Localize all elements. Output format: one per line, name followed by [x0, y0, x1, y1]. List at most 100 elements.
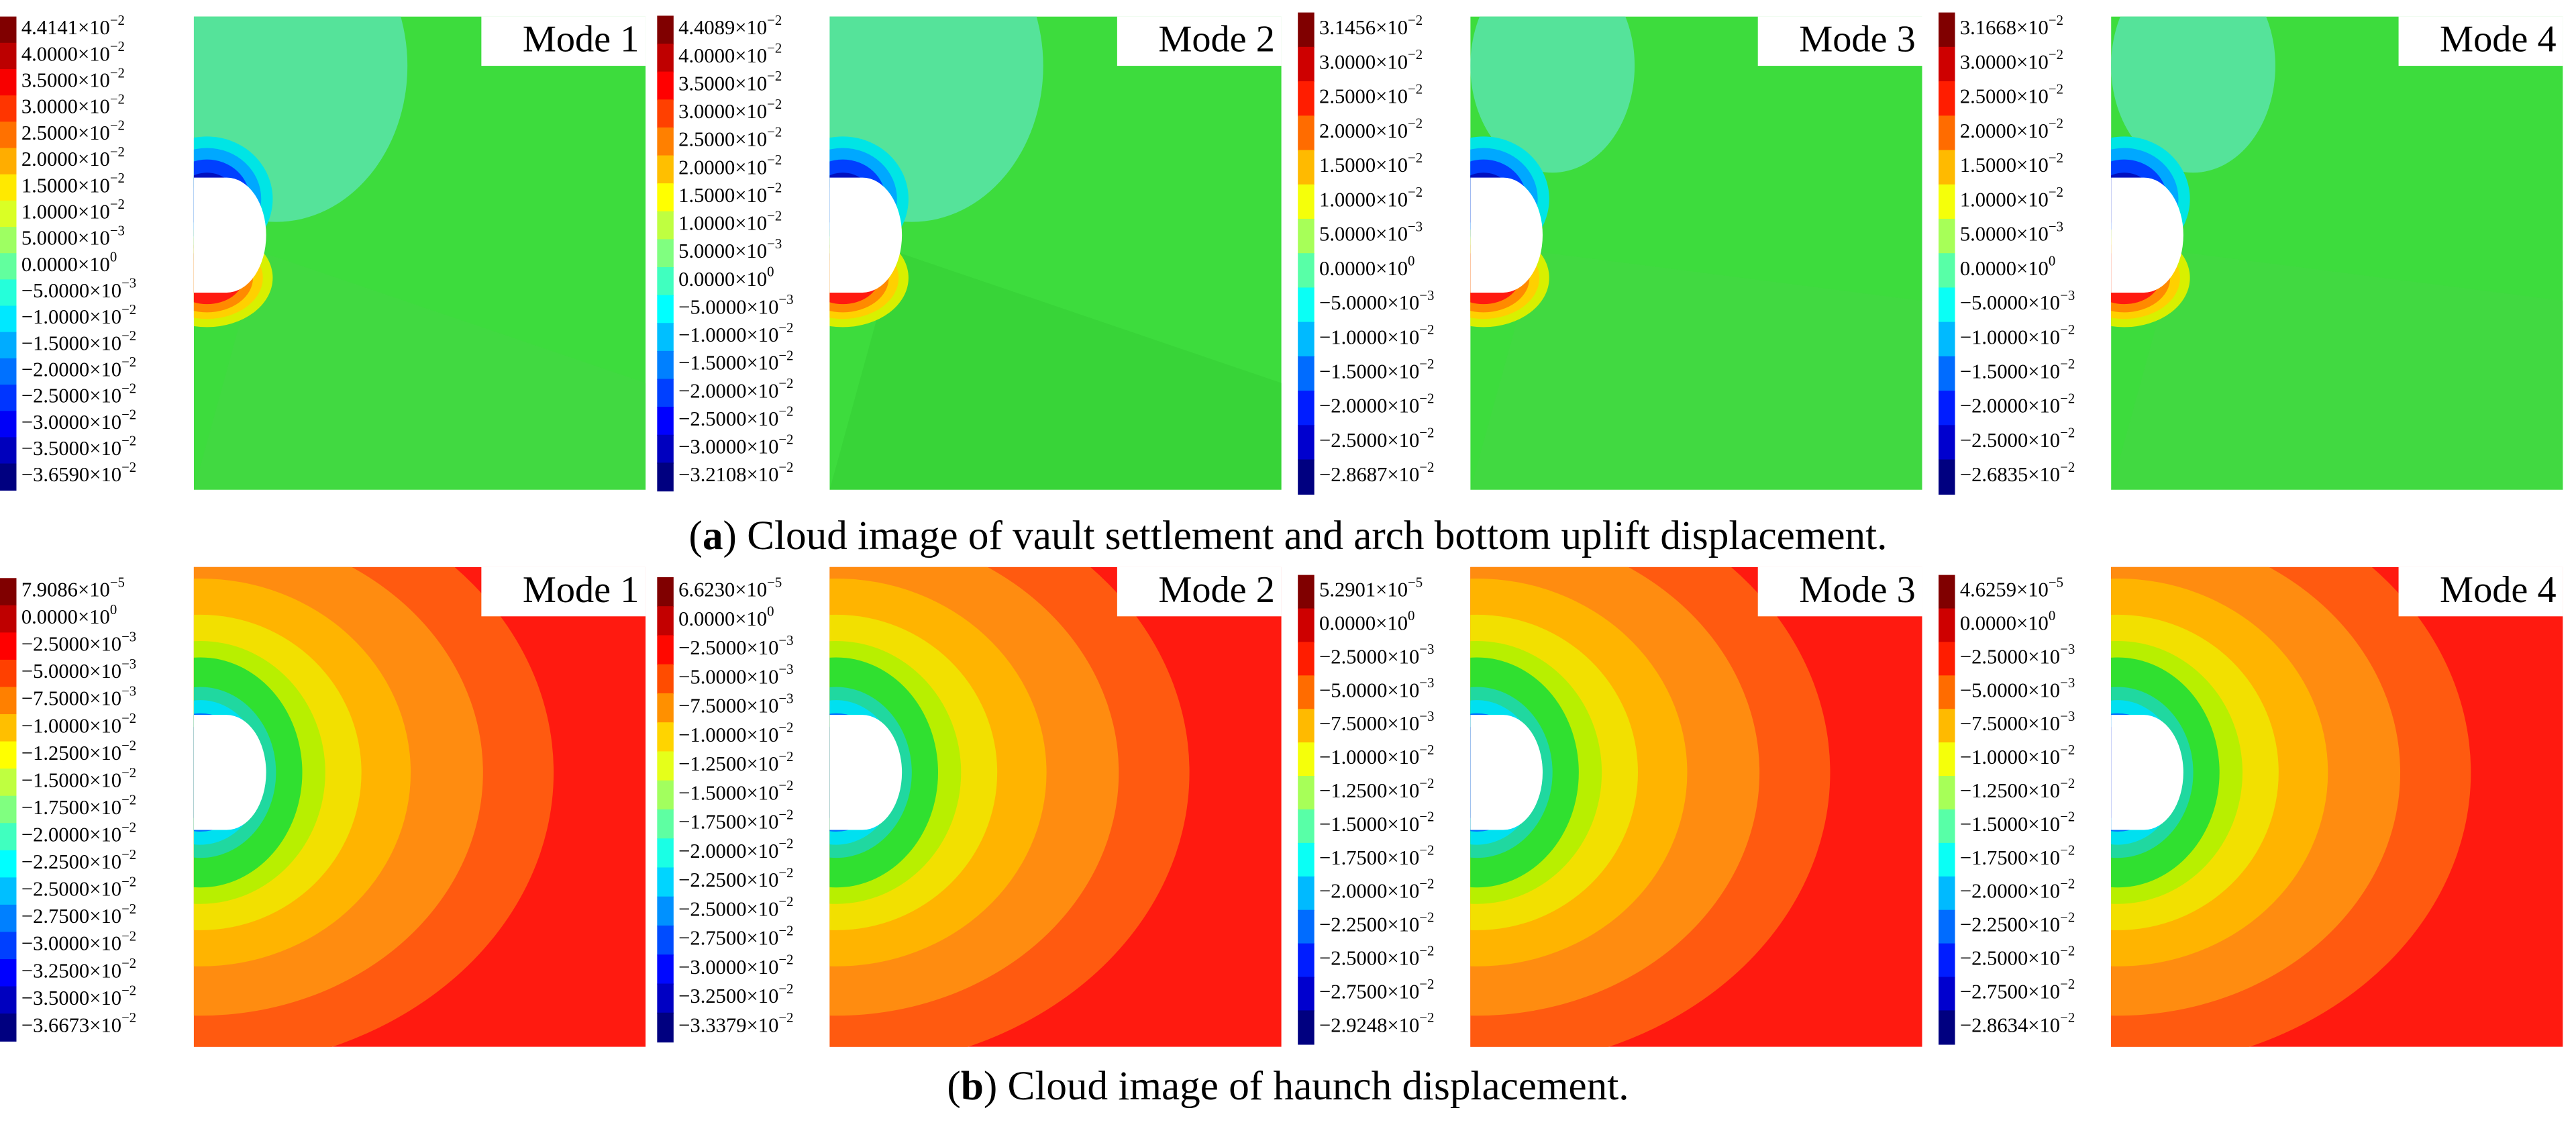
legend-mantissa: −1.0000×10 — [1319, 746, 1419, 769]
legend-mantissa: 1.0000×10 — [678, 212, 767, 235]
legend-exponent: −2 — [121, 406, 136, 422]
legend-exponent: −2 — [778, 951, 793, 967]
legend-swatch — [1298, 909, 1315, 944]
legend-swatch — [0, 385, 17, 412]
legend-mantissa: −7.5000×10 — [1960, 712, 2060, 735]
legend-swatch — [1939, 459, 1955, 495]
legend-swatch — [0, 714, 17, 742]
legend-mantissa: −1.7500×10 — [21, 796, 121, 819]
legend-mantissa: 5.0000×10 — [1960, 223, 2049, 246]
legend-exponent: −2 — [1419, 775, 1434, 791]
legend-exponent: −2 — [2060, 390, 2075, 406]
legend-swatch — [0, 42, 17, 70]
legend-swatch — [657, 239, 674, 268]
legend-mantissa: −1.5000×10 — [1319, 360, 1419, 383]
legend-label: 3.5000×10−2 — [678, 68, 782, 95]
legend-mantissa: −5.0000×10 — [1319, 679, 1419, 701]
legend-swatch — [657, 780, 674, 811]
legend-exponent: −3 — [778, 291, 793, 307]
legend-exponent: −2 — [778, 347, 793, 363]
legend-swatch — [1939, 876, 1955, 911]
legend-swatch — [1298, 977, 1315, 1011]
legend-exponent: −3 — [121, 628, 136, 644]
legend-label: 2.0000×10−2 — [1960, 115, 2063, 142]
legend-exponent: −2 — [110, 144, 125, 160]
legend-swatch — [1298, 321, 1315, 358]
legend-swatch — [1939, 842, 1955, 877]
legend-label: −1.0000×10−2 — [21, 710, 136, 737]
legend-label: −2.0000×10−2 — [21, 354, 136, 381]
legend-swatch — [657, 127, 674, 156]
legend-label: 3.0000×10−2 — [21, 91, 125, 117]
legend-exponent: −2 — [121, 433, 136, 449]
legend-swatch — [1298, 287, 1315, 323]
legend-mantissa: −2.5000×10 — [21, 878, 121, 901]
legend-label: −2.0000×10−2 — [1960, 875, 2075, 902]
legend-mantissa: −2.0000×10 — [1319, 395, 1419, 417]
legend-swatch — [657, 867, 674, 897]
legend-label: −1.0000×10−2 — [678, 319, 793, 346]
legend-exponent: −3 — [1419, 641, 1434, 657]
legend-swatch — [1939, 575, 1955, 609]
legend-exponent: −3 — [1419, 708, 1434, 724]
tunnel — [193, 715, 266, 830]
legend-swatch — [1939, 184, 1955, 220]
legend-mantissa: 3.5000×10 — [21, 69, 110, 92]
legend-swatch — [0, 741, 17, 770]
legend-exponent: −3 — [778, 661, 793, 677]
legend-swatch — [0, 332, 17, 360]
legend-mantissa: −5.0000×10 — [1960, 291, 2060, 314]
mode-label: Mode 4 — [2440, 19, 2557, 60]
legend-label: 3.0000×10−2 — [1319, 46, 1423, 73]
legend-mantissa: 6.6230×10 — [678, 579, 767, 601]
legend-mantissa: −1.0000×10 — [1319, 326, 1419, 348]
panel: 3.1456×10−23.0000×10−22.5000×10−22.0000×… — [1298, 12, 1922, 495]
contour-region — [1470, 16, 1635, 173]
legend-exponent: −2 — [2060, 356, 2075, 372]
legend-label: −2.0000×10−2 — [678, 375, 793, 402]
legend-mantissa: −1.2500×10 — [1319, 779, 1419, 802]
legend-label: 6.6230×10−5 — [678, 574, 782, 601]
legend-label: −1.0000×10−2 — [1319, 742, 1434, 769]
legend-mantissa: −1.5000×10 — [678, 781, 778, 804]
legend-swatch — [657, 295, 674, 324]
contour-plot — [193, 566, 646, 1047]
legend-mantissa: 2.5000×10 — [21, 121, 110, 144]
mode-label: Mode 2 — [1158, 19, 1275, 60]
legend-label: −2.9248×10−2 — [1319, 1009, 1434, 1036]
caption-pre: ( — [947, 1063, 960, 1109]
legend-label: 0.0000×100 — [1319, 607, 1414, 634]
legend-label: 1.0000×10−2 — [1319, 184, 1423, 211]
legend-exponent: −2 — [778, 431, 793, 447]
legend-mantissa: 4.0000×10 — [21, 42, 110, 65]
legend-mantissa: −2.0000×10 — [1319, 880, 1419, 903]
legend-label: −1.5000×10−2 — [21, 328, 136, 354]
legend-mantissa: −3.0000×10 — [678, 956, 778, 979]
caption-text: ) Cloud image of haunch displacement. — [984, 1063, 1629, 1109]
legend-mantissa: 1.0000×10 — [1319, 188, 1408, 211]
legend-mantissa: −2.2500×10 — [678, 869, 778, 891]
legend-label: −1.7500×10−2 — [1319, 842, 1434, 869]
legend-mantissa: −7.5000×10 — [21, 687, 121, 710]
legend-label: 3.1456×10−2 — [1319, 12, 1423, 39]
legend-label: −5.0000×10−3 — [678, 661, 793, 688]
legend-swatch — [0, 769, 17, 797]
legend-swatch — [0, 795, 17, 824]
legend-swatch — [657, 350, 674, 380]
legend-swatch — [0, 358, 17, 386]
legend-mantissa: −1.2500×10 — [1960, 779, 2060, 802]
legend-mantissa: −5.0000×10 — [1960, 679, 2060, 701]
legend-label: −2.0000×10−2 — [1319, 390, 1434, 417]
legend-label: −3.6673×10−2 — [21, 1009, 136, 1036]
legend-swatch — [1298, 1010, 1315, 1045]
legend-mantissa: −3.5000×10 — [21, 437, 121, 460]
legend-mantissa: 3.1668×10 — [1960, 16, 2049, 39]
legend-label: −3.2500×10−2 — [21, 955, 136, 982]
legend-mantissa: −2.0000×10 — [678, 840, 778, 862]
legend-swatch — [0, 1013, 17, 1042]
legend-swatch — [657, 983, 674, 1013]
legend-label: −3.2500×10−2 — [678, 981, 793, 1007]
legend-exponent: −2 — [1419, 842, 1434, 858]
legend-exponent: −2 — [2049, 46, 2063, 62]
